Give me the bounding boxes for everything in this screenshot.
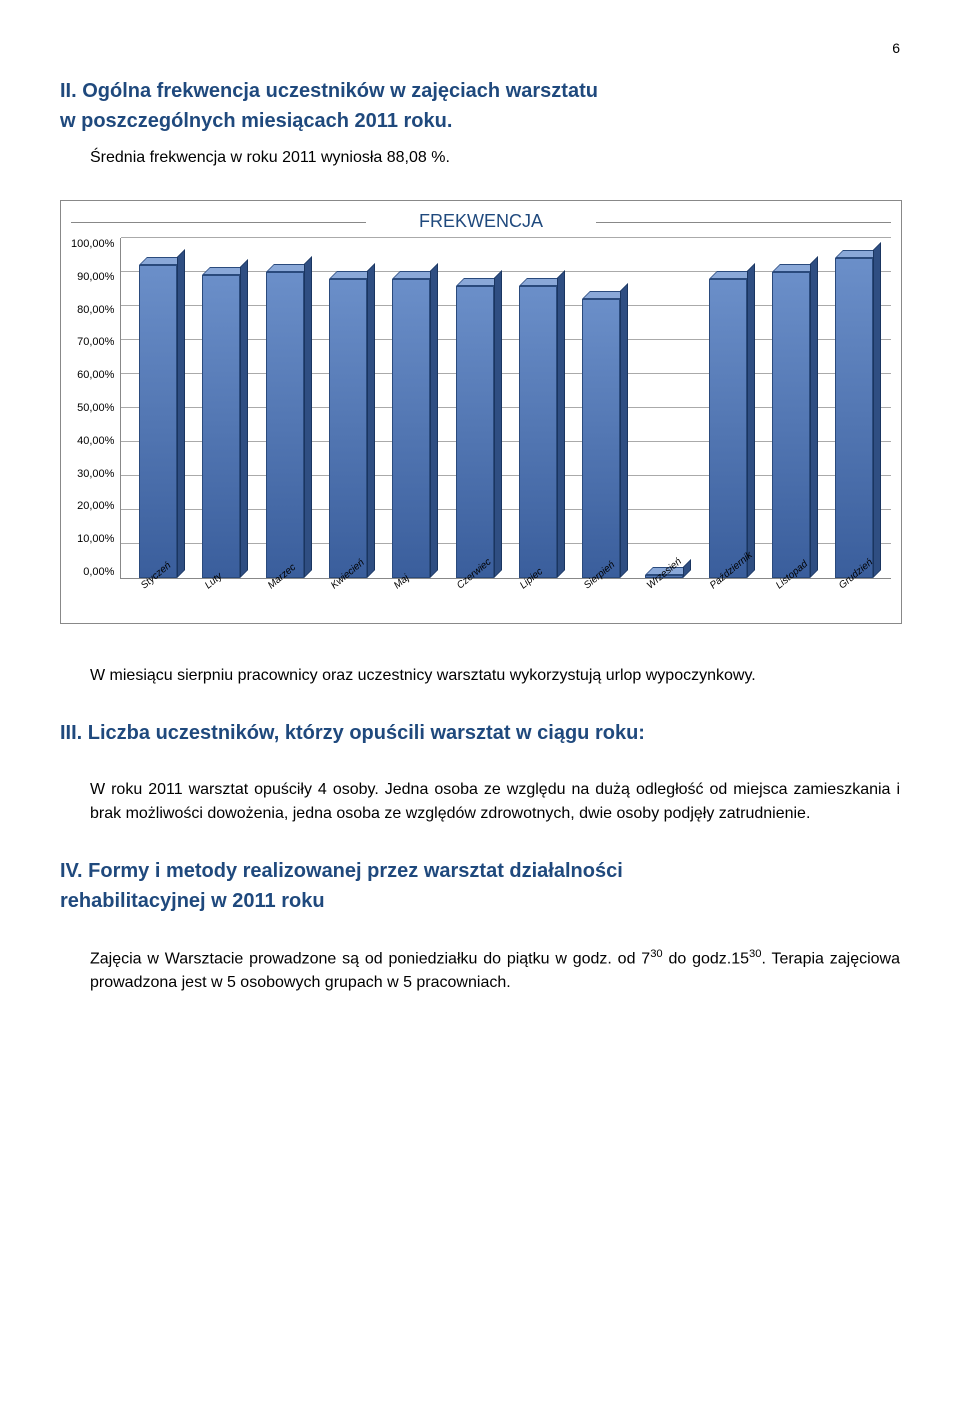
bar-slot bbox=[633, 238, 696, 578]
heading-line: rehabilitacyjnej w 2011 roku bbox=[60, 890, 325, 912]
superscript: 30 bbox=[749, 948, 761, 960]
y-tick-label: 20,00% bbox=[77, 500, 114, 512]
bar-slot bbox=[696, 238, 759, 578]
section-ii-body: Średnia frekwencja w roku 2011 wyniosła … bbox=[90, 146, 900, 170]
bar bbox=[266, 272, 304, 578]
bar bbox=[139, 265, 177, 578]
chart-title-text: FREKWENCJA bbox=[419, 211, 543, 231]
bar bbox=[835, 258, 873, 578]
bar-slot bbox=[316, 238, 379, 578]
frekwencja-chart: FREKWENCJA 100,00% 90,00% 80,00% 70,00% 60,0… bbox=[60, 200, 902, 624]
bar bbox=[709, 279, 747, 578]
y-tick-label: 30,00% bbox=[77, 468, 114, 480]
y-tick-label: 50,00% bbox=[77, 402, 114, 414]
body-part: do godz.15 bbox=[663, 950, 749, 967]
y-tick-label: 80,00% bbox=[77, 304, 114, 316]
section-iii-heading: III. Liczba uczestników, którzy opuścili… bbox=[60, 718, 900, 748]
section-iv-body: Zajęcia w Warsztacie prowadzone są od po… bbox=[90, 946, 900, 995]
page-number: 6 bbox=[60, 40, 900, 56]
y-tick-label: 0,00% bbox=[83, 566, 114, 578]
chart-title: FREKWENCJA bbox=[71, 211, 891, 232]
bar-slot bbox=[759, 238, 822, 578]
bar bbox=[392, 279, 430, 578]
bar bbox=[329, 279, 367, 578]
bar-slot bbox=[253, 238, 316, 578]
section-iv-heading: IV. Formy i metody realizowanej przez wa… bbox=[60, 856, 900, 916]
x-axis-labels: StyczeńLutyMarzecKwiecieńMajCzerwiecLipi… bbox=[120, 579, 891, 633]
y-tick-label: 100,00% bbox=[71, 238, 114, 250]
bar bbox=[456, 286, 494, 578]
y-tick-label: 90,00% bbox=[77, 271, 114, 283]
heading-line: IV. Formy i metody realizowanej przez wa… bbox=[60, 860, 623, 882]
heading-line: w poszczególnych miesiącach 2011 roku. bbox=[60, 110, 452, 132]
bar-slot bbox=[190, 238, 253, 578]
bar-slot bbox=[570, 238, 633, 578]
bar bbox=[772, 272, 810, 578]
after-chart-text: W miesiącu sierpniu pracownicy oraz ucze… bbox=[90, 664, 900, 688]
bar-slot bbox=[823, 238, 886, 578]
bar-slot bbox=[506, 238, 569, 578]
bar-slot bbox=[380, 238, 443, 578]
section-ii-heading: II. Ogólna frekwencja uczestników w zaję… bbox=[60, 76, 900, 136]
section-iii-body: W roku 2011 warsztat opuściły 4 osoby. J… bbox=[90, 778, 900, 826]
y-tick-label: 40,00% bbox=[77, 435, 114, 447]
superscript: 30 bbox=[650, 948, 662, 960]
heading-line: II. Ogólna frekwencja uczestników w zaję… bbox=[60, 80, 598, 102]
y-tick-label: 60,00% bbox=[77, 369, 114, 381]
y-tick-label: 10,00% bbox=[77, 533, 114, 545]
chart-plot bbox=[120, 238, 891, 579]
bar bbox=[582, 299, 620, 578]
y-axis: 100,00% 90,00% 80,00% 70,00% 60,00% 50,00% 40,… bbox=[71, 238, 120, 578]
bar bbox=[202, 275, 240, 578]
body-part: Zajęcia w Warsztacie prowadzone są od po… bbox=[90, 950, 650, 967]
y-tick-label: 70,00% bbox=[77, 336, 114, 348]
bar-slot bbox=[443, 238, 506, 578]
bar bbox=[519, 286, 557, 578]
bar-slot bbox=[126, 238, 189, 578]
